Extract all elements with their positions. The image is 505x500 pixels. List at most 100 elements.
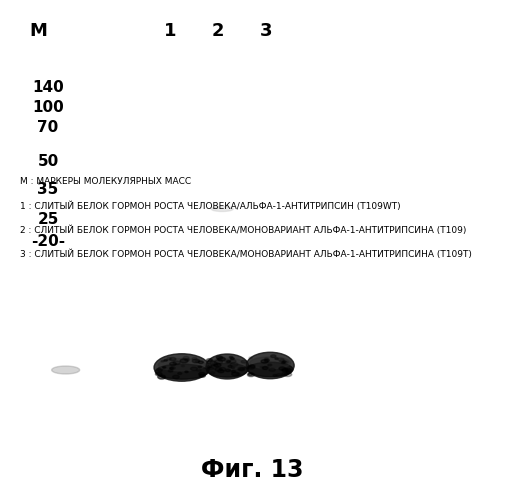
Ellipse shape	[196, 369, 201, 371]
Ellipse shape	[209, 358, 245, 370]
Ellipse shape	[277, 374, 282, 376]
Ellipse shape	[206, 354, 248, 379]
Ellipse shape	[246, 352, 294, 379]
Text: -20-: -20-	[31, 234, 65, 250]
Ellipse shape	[225, 360, 231, 363]
Ellipse shape	[278, 358, 284, 362]
Ellipse shape	[231, 370, 235, 372]
Ellipse shape	[170, 358, 176, 360]
Ellipse shape	[192, 359, 199, 363]
Ellipse shape	[183, 356, 189, 360]
Text: 2: 2	[212, 22, 224, 40]
Text: M : МАРКЕРЫ МОЛЕКУЛЯРНЫХ МАСС: M : МАРКЕРЫ МОЛЕКУЛЯРНЫХ МАСС	[20, 178, 191, 186]
Text: 35: 35	[37, 182, 59, 198]
Ellipse shape	[208, 360, 215, 364]
Ellipse shape	[180, 359, 188, 363]
Ellipse shape	[164, 360, 167, 361]
Ellipse shape	[247, 373, 255, 376]
Ellipse shape	[52, 366, 80, 374]
Ellipse shape	[214, 364, 221, 367]
Ellipse shape	[263, 366, 268, 370]
Ellipse shape	[228, 366, 232, 368]
Text: 1 : СЛИТЫЙ БЕЛОК ГОРМОН РОСТА ЧЕЛОВЕКА/АЛЬФА-1-АНТИТРИПСИН (T109WT): 1 : СЛИТЫЙ БЕЛОК ГОРМОН РОСТА ЧЕЛОВЕКА/А…	[20, 202, 401, 211]
Ellipse shape	[154, 354, 210, 381]
Ellipse shape	[195, 360, 199, 362]
Ellipse shape	[215, 360, 223, 364]
Ellipse shape	[261, 360, 268, 363]
Text: 3 : СЛИТЫЙ БЕЛОК ГОРМОН РОСТА ЧЕЛОВЕКА/МОНОВАРИАНТ АЛЬФА-1-АНТИТРИПСИНА (T109T): 3 : СЛИТЫЙ БЕЛОК ГОРМОН РОСТА ЧЕЛОВЕКА/М…	[20, 250, 472, 259]
Ellipse shape	[161, 360, 164, 362]
Ellipse shape	[219, 368, 226, 370]
Ellipse shape	[158, 369, 162, 372]
Ellipse shape	[211, 206, 233, 212]
Ellipse shape	[215, 368, 222, 372]
Ellipse shape	[170, 362, 176, 366]
Ellipse shape	[210, 362, 217, 366]
Text: 1: 1	[164, 22, 176, 40]
Ellipse shape	[216, 356, 223, 359]
Ellipse shape	[199, 372, 205, 376]
Ellipse shape	[163, 366, 166, 368]
Ellipse shape	[281, 362, 285, 364]
Ellipse shape	[249, 357, 252, 358]
Ellipse shape	[156, 372, 162, 376]
Ellipse shape	[249, 364, 255, 368]
Ellipse shape	[198, 366, 201, 368]
Ellipse shape	[230, 358, 234, 360]
Ellipse shape	[282, 368, 289, 372]
Text: 50: 50	[37, 154, 59, 170]
Text: 2 : СЛИТЫЙ БЕЛОК ГОРМОН РОСТА ЧЕЛОВЕКА/МОНОВАРИАНТ АЛЬФА-1-АНТИТРИПСИНА (T109): 2 : СЛИТЫЙ БЕЛОК ГОРМОН РОСТА ЧЕЛОВЕКА/М…	[20, 226, 467, 235]
Ellipse shape	[190, 367, 197, 370]
Ellipse shape	[185, 371, 188, 372]
Ellipse shape	[226, 369, 230, 372]
Ellipse shape	[247, 362, 293, 377]
Text: 100: 100	[32, 100, 64, 116]
Ellipse shape	[208, 366, 214, 370]
Ellipse shape	[207, 366, 212, 368]
Ellipse shape	[287, 372, 291, 374]
Ellipse shape	[211, 364, 218, 368]
Ellipse shape	[231, 367, 235, 368]
Ellipse shape	[282, 368, 287, 371]
Ellipse shape	[217, 356, 223, 359]
Ellipse shape	[248, 373, 253, 376]
Ellipse shape	[230, 362, 238, 366]
Ellipse shape	[178, 372, 182, 374]
Ellipse shape	[236, 373, 240, 375]
Ellipse shape	[207, 364, 247, 377]
Ellipse shape	[268, 364, 272, 366]
Ellipse shape	[275, 358, 278, 360]
Ellipse shape	[199, 374, 206, 377]
Ellipse shape	[263, 366, 269, 370]
Ellipse shape	[265, 358, 268, 360]
Text: M: M	[29, 22, 47, 40]
Ellipse shape	[271, 355, 276, 358]
Ellipse shape	[173, 361, 180, 364]
Text: 140: 140	[32, 80, 64, 96]
Ellipse shape	[218, 370, 224, 372]
Ellipse shape	[273, 374, 277, 376]
Ellipse shape	[229, 356, 233, 358]
Ellipse shape	[158, 358, 206, 371]
Ellipse shape	[250, 357, 290, 369]
Ellipse shape	[232, 372, 239, 376]
Ellipse shape	[181, 365, 184, 367]
Ellipse shape	[241, 360, 246, 363]
Ellipse shape	[247, 366, 255, 369]
Text: 70: 70	[37, 120, 59, 136]
Ellipse shape	[238, 367, 245, 370]
Ellipse shape	[170, 368, 173, 370]
Ellipse shape	[227, 360, 230, 362]
Ellipse shape	[198, 361, 204, 364]
Text: 3: 3	[260, 22, 272, 40]
Ellipse shape	[265, 359, 269, 362]
Ellipse shape	[282, 361, 286, 363]
Ellipse shape	[284, 372, 292, 376]
Ellipse shape	[192, 358, 197, 360]
Ellipse shape	[218, 358, 225, 361]
Ellipse shape	[283, 361, 288, 364]
Ellipse shape	[185, 359, 189, 361]
Ellipse shape	[282, 372, 288, 375]
Ellipse shape	[167, 358, 171, 360]
Ellipse shape	[239, 368, 244, 370]
